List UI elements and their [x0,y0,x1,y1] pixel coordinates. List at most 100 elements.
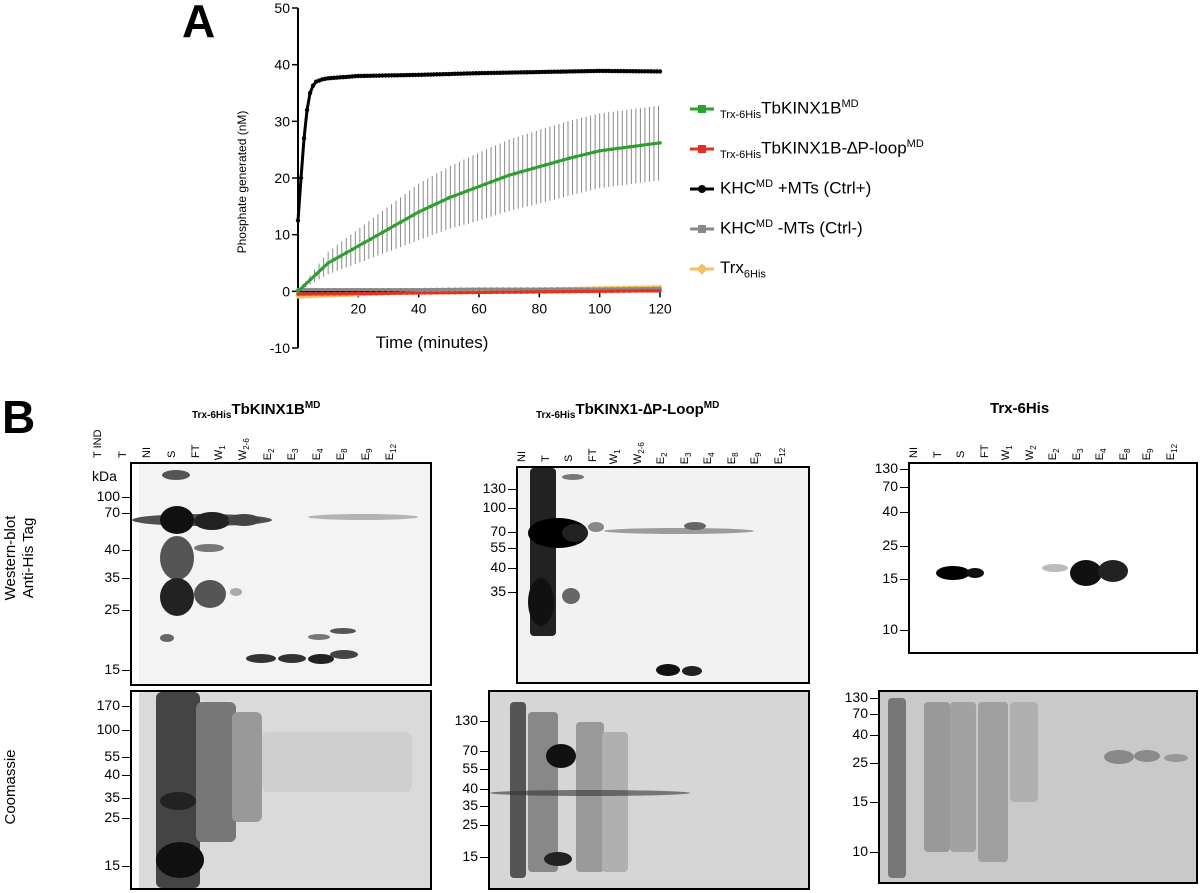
data-point [573,154,578,159]
data-point [531,166,536,171]
series-1 [296,288,662,296]
data-point [441,291,445,295]
data-point [320,287,324,292]
kda-tick [900,487,908,488]
lane-label: E8 [725,452,740,465]
data-point [615,146,620,151]
data-point [310,83,316,88]
data-point [296,289,300,294]
data-point [344,251,349,255]
kda-tick [122,757,130,758]
kda-tick [900,546,908,547]
data-point [356,287,361,292]
kda-marker: 55 [490,539,506,555]
kda-marker: 40 [104,766,120,782]
kda-marker: 70 [882,478,898,494]
data-point [302,292,306,296]
data-point [350,287,355,292]
data-point [471,290,475,295]
data-point [549,161,554,166]
data-point [380,230,385,235]
data-point [634,289,638,293]
data-point [555,159,560,164]
lane-label: E3 [678,452,693,465]
kda-tick [870,802,878,803]
lane-label: T [116,451,129,458]
kda-marker: 40 [852,726,868,742]
data-point [519,290,524,294]
lane-label: E9 [359,448,374,461]
data-point [302,294,306,299]
kda-marker: 100 [96,721,120,737]
lane-label: E4 [701,452,716,465]
data-point [308,294,312,299]
kda-tick [508,548,516,549]
data-point [579,153,584,158]
kda-marker: 15 [104,857,120,873]
data-point [374,287,379,292]
lane-label: E4 [1093,448,1108,461]
legend-item: Trx6His [690,258,766,280]
kda-tick [480,825,488,826]
data-point [501,290,505,295]
lane-label: E2 [654,452,669,465]
lane-label: E9 [748,452,763,465]
lane-label: E2 [1046,448,1061,461]
kda-tick [508,489,516,490]
data-point [459,290,463,295]
legend-item: Trx-6HisTbKINX1B-∆P-loopMD [690,138,924,161]
lane-label: E12 [772,447,787,465]
x-tick-label: 60 [471,300,487,316]
data-point [525,290,530,294]
data-point [591,150,596,155]
series-line [296,141,661,293]
kda-tick [122,730,130,731]
data-point [513,287,517,291]
data-point [477,287,481,291]
data-point [622,145,626,150]
data-point [332,287,336,292]
coomassie-row-label: Coomassie [2,749,19,825]
lane-label: T IND [92,429,104,458]
data-point [326,261,330,265]
legend-item: KHCMD -MTs (Ctrl-) [690,218,863,239]
data-point [603,289,608,294]
kda-marker: 25 [882,537,898,553]
data-point [332,292,336,296]
kda-marker: 35 [490,583,506,599]
western-blot-row-label: Western-blot Anti-His Tag [2,515,37,601]
data-point [657,69,663,74]
data-point [561,287,566,291]
lane-label: E4 [310,448,325,461]
data-point [622,289,626,293]
data-point [459,191,463,196]
lane-label: W1 [999,445,1014,461]
data-point [404,217,409,221]
data-point [495,177,499,182]
lane-label: FT [978,444,991,458]
panel-b-letter: B [2,391,36,443]
data-point [519,287,524,291]
kda-marker: 25 [104,809,120,825]
kda-tick [122,866,130,867]
data-point [296,295,300,299]
kda-tick [122,578,130,579]
kda-tick [480,721,488,722]
kda-marker: 40 [462,780,478,796]
kda-tick [122,497,130,498]
data-point [628,145,632,149]
data-point [298,175,304,181]
data-point [344,291,349,296]
data-point [513,171,517,176]
data-point [362,240,367,245]
blot2-title: Trx-6HisTbKINX1-∆P-LoopMD [536,400,720,421]
data-point [416,287,421,292]
legend-marker [690,105,714,114]
data-point [356,291,361,296]
data-point [308,278,312,282]
data-point [320,266,324,271]
kda-marker: 35 [104,569,120,585]
kda-marker: 100 [482,499,506,515]
y-tick-label: 30 [274,113,290,129]
legend-marker [690,225,714,234]
